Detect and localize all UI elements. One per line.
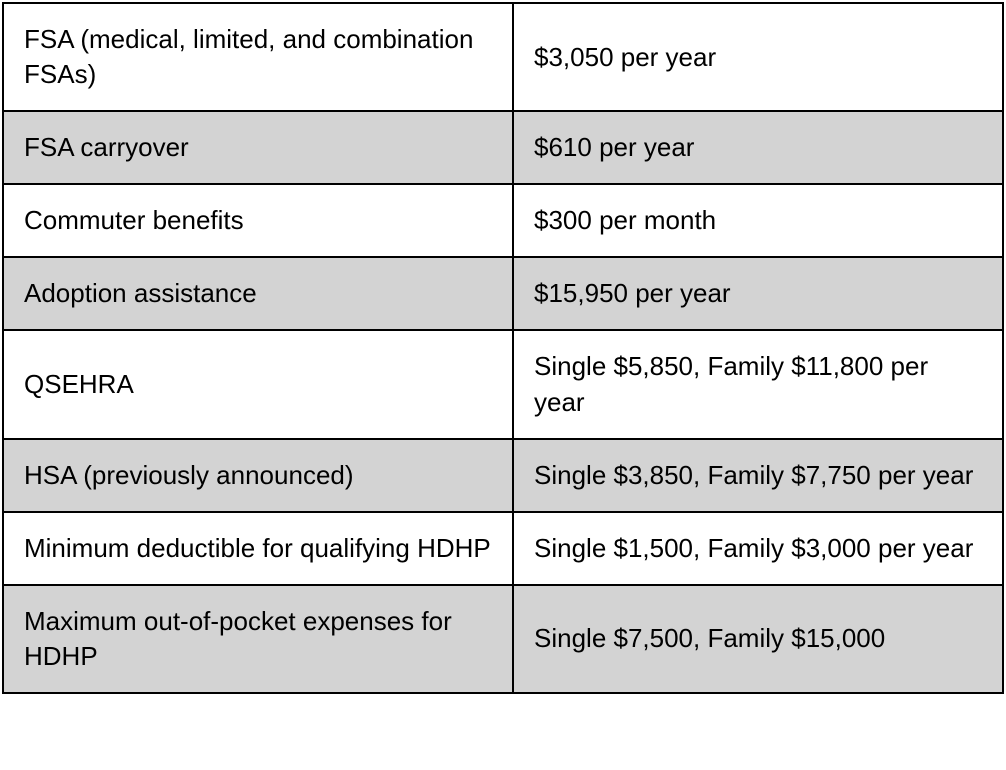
- benefit-value: $3,050 per year: [513, 3, 1003, 111]
- benefit-value: $300 per month: [513, 184, 1003, 257]
- benefit-label: HSA (previously announced): [3, 439, 513, 512]
- benefit-label: Minimum deductible for qualifying HDHP: [3, 512, 513, 585]
- benefit-value: Single $5,850, Family $11,800 per year: [513, 330, 1003, 438]
- table-body: FSA (medical, limited, and combination F…: [3, 3, 1003, 693]
- table-row: Commuter benefits $300 per month: [3, 184, 1003, 257]
- table-row: FSA (medical, limited, and combination F…: [3, 3, 1003, 111]
- benefit-label: FSA carryover: [3, 111, 513, 184]
- benefit-label: Maximum out-of-pocket expenses for HDHP: [3, 585, 513, 693]
- benefit-value: $15,950 per year: [513, 257, 1003, 330]
- benefit-value: Single $1,500, Family $3,000 per year: [513, 512, 1003, 585]
- table-row: FSA carryover $610 per year: [3, 111, 1003, 184]
- benefits-limits-table: FSA (medical, limited, and combination F…: [2, 2, 1004, 694]
- table-row: QSEHRA Single $5,850, Family $11,800 per…: [3, 330, 1003, 438]
- table-row: Maximum out-of-pocket expenses for HDHP …: [3, 585, 1003, 693]
- table-row: Adoption assistance $15,950 per year: [3, 257, 1003, 330]
- benefit-value: $610 per year: [513, 111, 1003, 184]
- benefit-label: Adoption assistance: [3, 257, 513, 330]
- benefit-label: QSEHRA: [3, 330, 513, 438]
- table-row: Minimum deductible for qualifying HDHP S…: [3, 512, 1003, 585]
- benefit-label: FSA (medical, limited, and combination F…: [3, 3, 513, 111]
- table-row: HSA (previously announced) Single $3,850…: [3, 439, 1003, 512]
- benefit-label: Commuter benefits: [3, 184, 513, 257]
- benefit-value: Single $7,500, Family $15,000: [513, 585, 1003, 693]
- benefit-value: Single $3,850, Family $7,750 per year: [513, 439, 1003, 512]
